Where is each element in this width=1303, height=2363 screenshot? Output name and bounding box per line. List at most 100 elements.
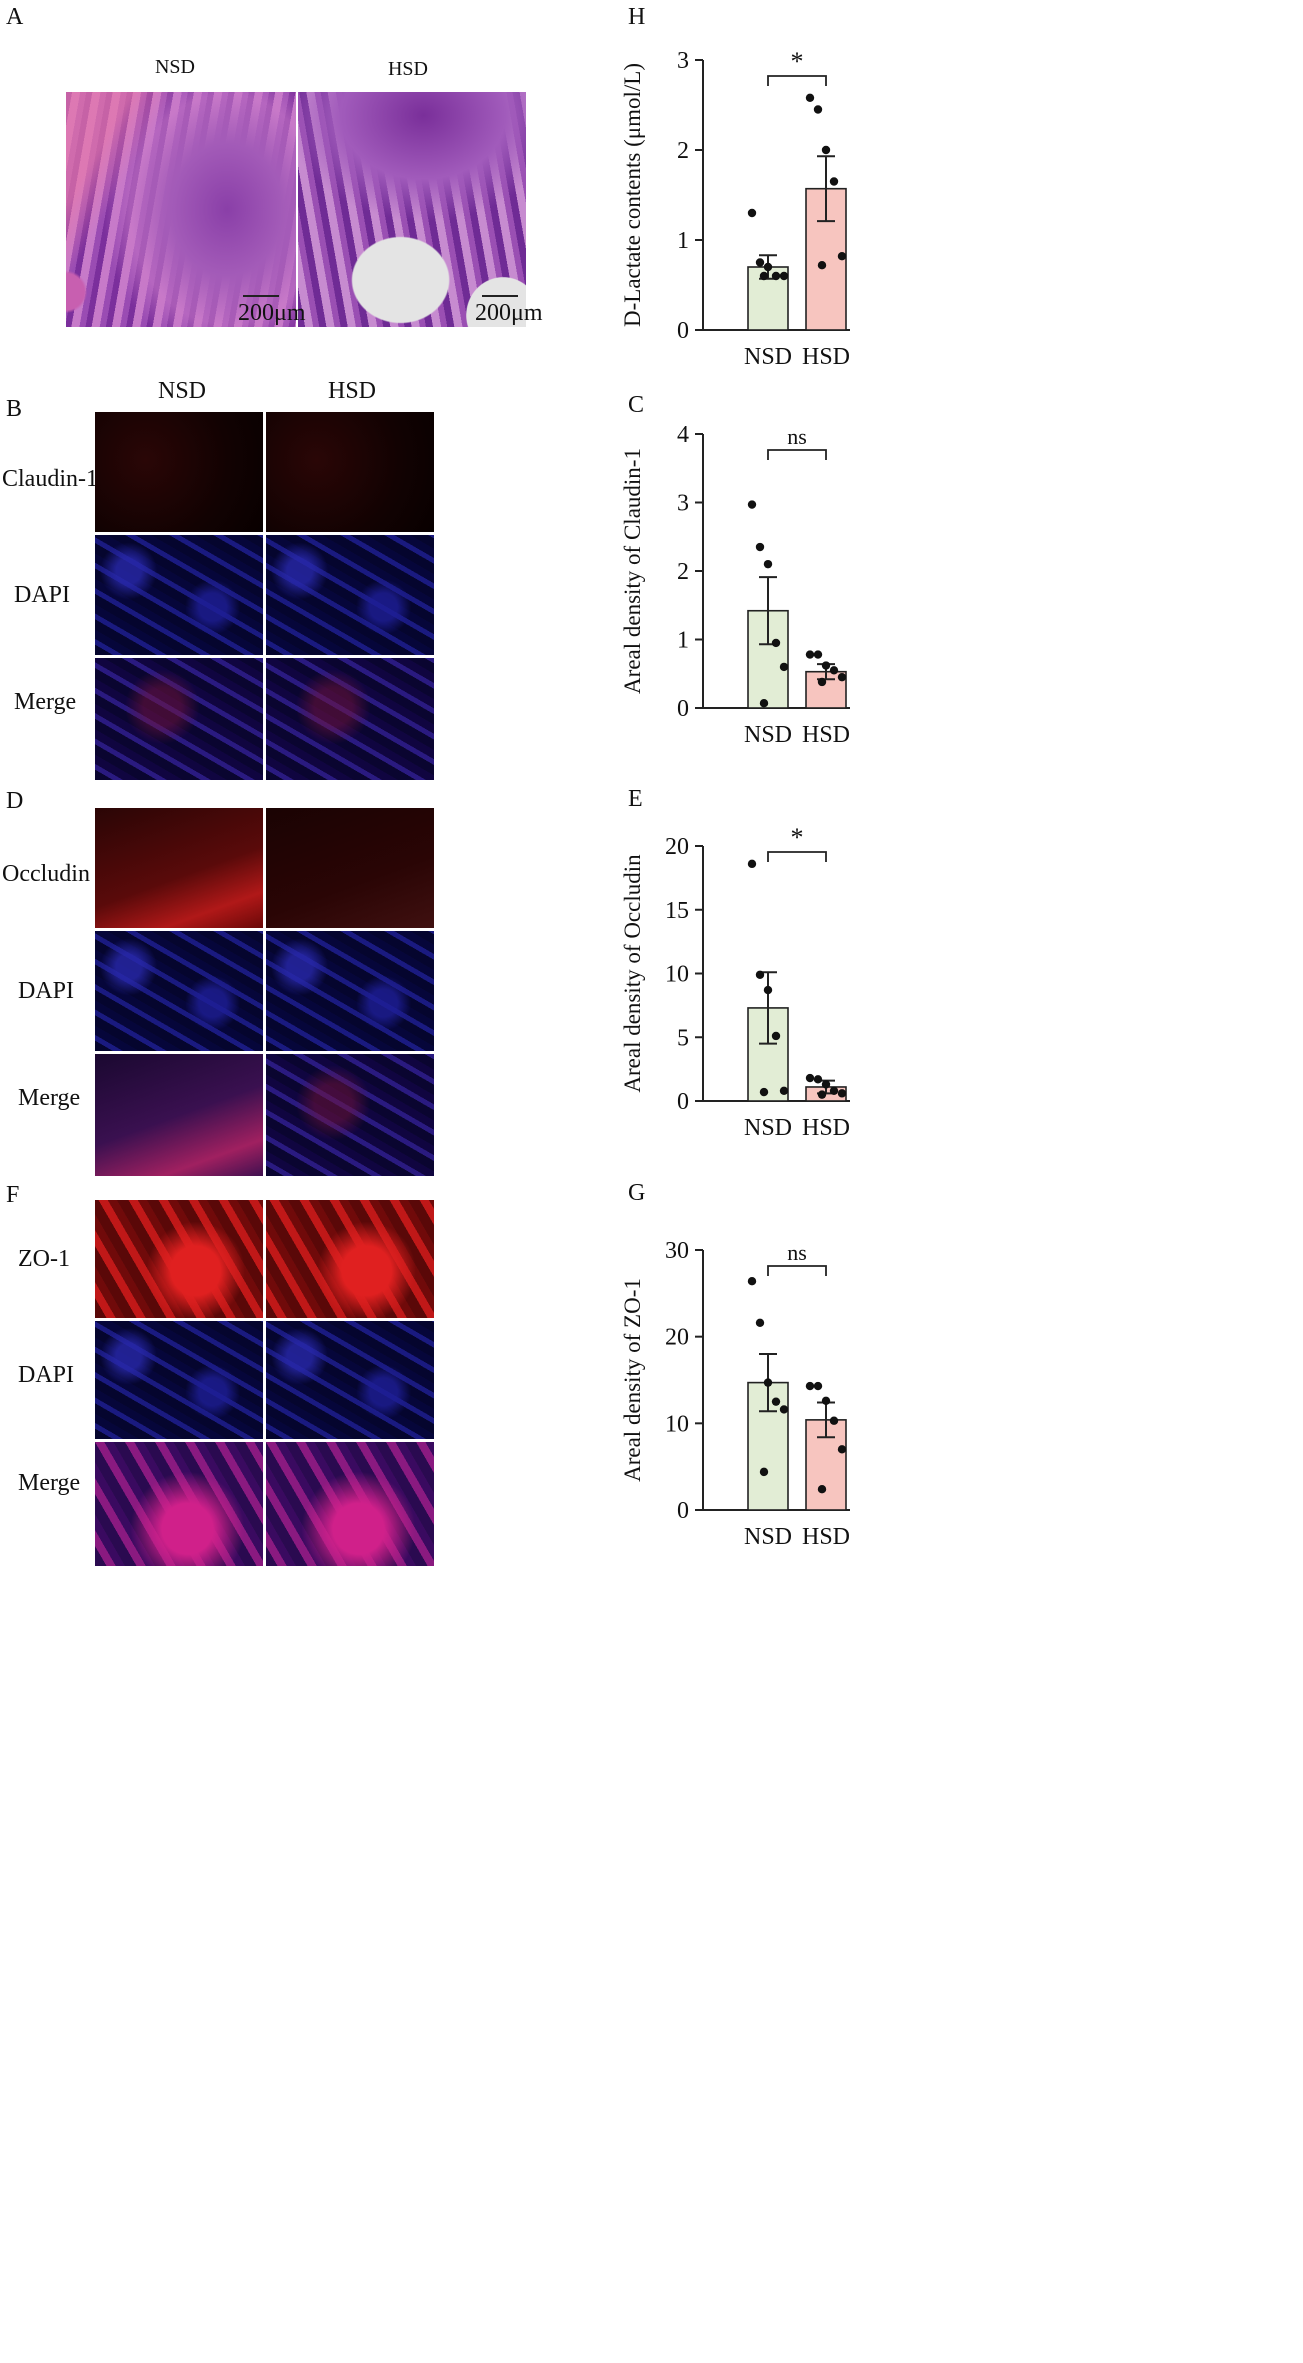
significance-label: ns [787, 424, 807, 449]
panel-label-c: C [628, 392, 645, 418]
if-d-occludin-hsd [266, 808, 434, 928]
if-f-row-zo1: ZO-1 [18, 1246, 70, 1272]
x-tick-label: HSD [802, 1115, 850, 1141]
x-tick-label: HSD [802, 722, 850, 748]
data-point [755, 542, 765, 552]
data-point [759, 699, 769, 708]
if-f-zo1-hsd [266, 1200, 434, 1318]
panel-label-f: F [6, 1182, 20, 1208]
if-d-occludin-nsd [95, 808, 263, 928]
data-point [829, 666, 839, 675]
data-point [829, 1416, 839, 1425]
scalebar-text-nsd: 200μm [238, 300, 306, 326]
x-tick-label: HSD [802, 344, 850, 370]
if-f-row-merge: Merge [18, 1470, 81, 1496]
data-point [759, 271, 769, 281]
data-point [817, 1485, 827, 1494]
chart-h: 0 1 2 3 D-Lactate contents (μmol/L) NSD HSD * [620, 47, 850, 370]
data-point [821, 1396, 831, 1405]
panel-label-g: G [628, 1180, 646, 1206]
if-b-claudin-hsd [266, 412, 434, 532]
if-d-row-dapi: DAPI [18, 978, 75, 1004]
panel-label-b: B [6, 396, 23, 422]
data-point [813, 1075, 823, 1084]
x-tick-label: HSD [802, 1524, 850, 1550]
x-tick-label: NSD [744, 722, 792, 748]
data-point [837, 1445, 847, 1454]
chart-g: 0 10 20 30 Areal density of ZO-1 NSD HSD ns [620, 1238, 850, 1550]
data-point [779, 1086, 789, 1095]
data-point [813, 650, 823, 659]
he-image-nsd [66, 92, 296, 327]
data-point [829, 177, 839, 186]
y-tick-label: 0 [677, 1498, 689, 1524]
if-d-row-occludin: Occludin [2, 861, 90, 887]
y-tick-label: 3 [677, 48, 689, 74]
if-b-dapi-nsd [95, 535, 263, 655]
scalebar-text-hsd: 200μm [475, 300, 543, 326]
data-point [771, 1031, 781, 1041]
data-point [829, 1086, 839, 1095]
significance-bracket [767, 449, 827, 460]
if-f-dapi-hsd [266, 1321, 434, 1439]
if-d-dapi-hsd [266, 931, 434, 1051]
data-point [817, 1090, 827, 1099]
y-axis-label: Areal density of Claudin-1 [620, 448, 645, 694]
significance-bracket [767, 1265, 827, 1276]
if-b-claudin-nsd [95, 412, 263, 532]
data-point [779, 271, 789, 281]
if-b-merge-hsd [266, 658, 434, 780]
data-point [759, 1467, 769, 1477]
if-f-row-dapi: DAPI [18, 1362, 75, 1388]
data-point [763, 985, 773, 995]
he-title-hsd: HSD [387, 58, 428, 80]
data-point [747, 1277, 757, 1286]
data-point [805, 1073, 815, 1083]
if-f-merge-nsd [95, 1442, 263, 1566]
if-b-title-hsd: HSD [327, 378, 376, 404]
data-point [805, 650, 815, 659]
if-f-dapi-nsd [95, 1321, 263, 1439]
y-tick-label: 0 [677, 696, 689, 722]
data-point [805, 1381, 815, 1391]
data-point [763, 262, 773, 272]
y-axis-label: Areal density of ZO-1 [620, 1278, 645, 1482]
y-tick-label: 0 [677, 318, 689, 344]
if-f-merge-hsd [266, 1442, 434, 1566]
significance-label: * [791, 823, 804, 852]
data-point [821, 1080, 831, 1089]
y-tick-label: 20 [665, 834, 689, 860]
data-point [763, 1378, 773, 1387]
if-d-merge-nsd [95, 1054, 263, 1176]
if-f-zo1-nsd [95, 1200, 263, 1318]
data-point [837, 252, 847, 261]
y-axis-label: Areal density of Occludin [620, 854, 645, 1093]
data-point [755, 1318, 765, 1327]
data-point [837, 1089, 847, 1098]
panel-label-a: A [6, 4, 24, 30]
y-tick-label: 0 [677, 1089, 689, 1115]
y-tick-label: 1 [677, 228, 689, 254]
y-tick-label: 3 [677, 491, 689, 517]
data-point [747, 859, 757, 869]
data-point [821, 145, 831, 155]
data-point [779, 662, 789, 672]
data-point [779, 1405, 789, 1414]
data-point [813, 105, 823, 114]
data-point [747, 208, 757, 218]
panel-label-h: H [628, 4, 646, 30]
significance-label: * [791, 47, 804, 76]
significance-bracket [767, 75, 827, 86]
scalebar-nsd [243, 295, 279, 297]
data-point [771, 1397, 781, 1406]
y-tick-label: 2 [677, 559, 689, 585]
data-point [813, 1381, 823, 1391]
if-b-dapi-hsd [266, 535, 434, 655]
y-tick-label: 1 [677, 628, 689, 654]
data-point [755, 970, 765, 979]
if-b-row-dapi: DAPI [14, 582, 71, 608]
data-point [755, 258, 765, 267]
y-tick-label: 5 [677, 1025, 689, 1051]
data-point [763, 559, 773, 569]
y-tick-label: 10 [665, 1411, 689, 1437]
